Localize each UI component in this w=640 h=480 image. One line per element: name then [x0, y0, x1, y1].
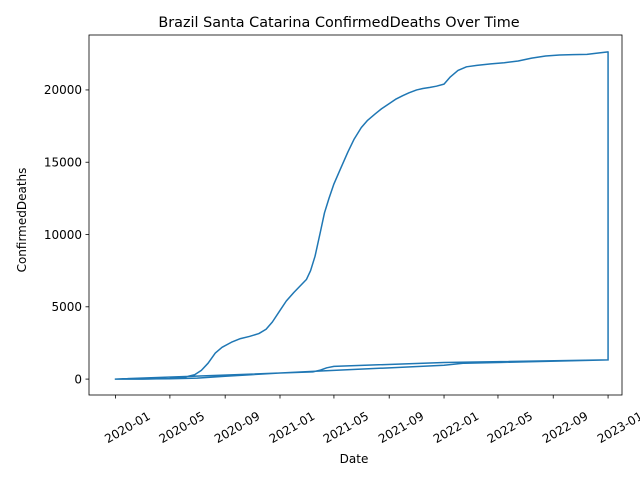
y-axis-label: ConfirmedDeaths [15, 168, 29, 273]
y-axis-ticks: 0 5000 10000 15000 20000 [44, 83, 89, 386]
y-tick-label-3: 15000 [44, 156, 82, 170]
y-tick-label-4: 20000 [44, 83, 82, 97]
plot-frame [88, 34, 623, 396]
chart-title: Brazil Santa Catarina ConfirmedDeaths Ov… [158, 15, 519, 31]
x-axis-label: Date [340, 452, 369, 466]
series-line-0 [114, 51, 609, 380]
y-tick-label-2: 10000 [44, 228, 82, 242]
series-layer [114, 51, 609, 380]
y-tick-label-0: 0 [74, 372, 82, 386]
y-tick-label-1: 5000 [51, 300, 82, 314]
